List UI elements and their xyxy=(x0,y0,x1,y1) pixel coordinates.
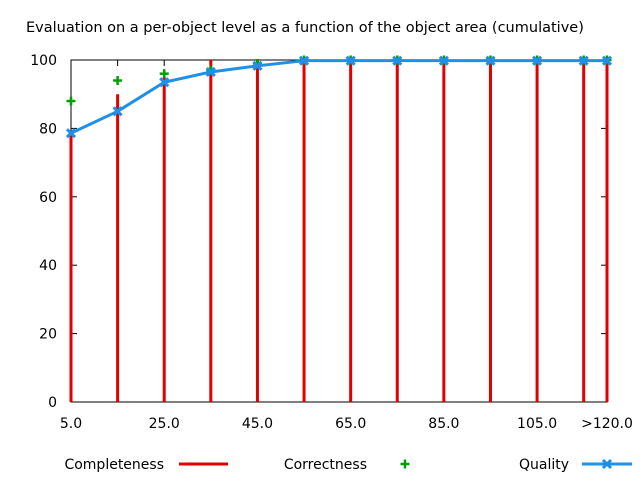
legend-label-quality: Quality xyxy=(519,457,569,473)
x-tick-label: 105.0 xyxy=(517,416,557,432)
legend-swatch-correctness xyxy=(400,459,410,469)
quality-line xyxy=(70,59,607,135)
y-tick-label: 80 xyxy=(39,121,57,137)
quality-point xyxy=(485,55,496,66)
correctness-point xyxy=(159,69,169,79)
x-tick-label: >120.0 xyxy=(581,416,633,432)
x-tick-label: 85.0 xyxy=(428,416,459,432)
plot-frame xyxy=(70,59,608,403)
quality-point xyxy=(159,77,170,88)
quality-point xyxy=(392,55,403,66)
quality-point xyxy=(65,128,77,139)
quality-point xyxy=(532,55,543,66)
correctness-point xyxy=(113,76,123,86)
legend-label-completeness: Completeness xyxy=(64,457,164,473)
y-tick-label: 40 xyxy=(39,258,57,274)
x-tick-label: 25.0 xyxy=(149,416,180,432)
x-tick-label: 45.0 xyxy=(242,416,273,432)
correctness-point xyxy=(66,96,76,106)
y-tick-label: 100 xyxy=(30,53,57,69)
y-tick-label: 60 xyxy=(39,190,57,206)
quality-point xyxy=(345,55,356,66)
y-tick-label: 0 xyxy=(48,395,57,411)
legend-label-correctness: Correctness xyxy=(284,457,367,473)
quality-point xyxy=(298,55,310,66)
quality-point xyxy=(578,55,589,66)
x-tick-label: 5.0 xyxy=(60,416,82,432)
quality-point xyxy=(438,55,449,66)
quality-point xyxy=(112,106,123,117)
quality-point xyxy=(205,66,216,78)
quality-point xyxy=(601,55,613,66)
y-tick-label: 20 xyxy=(39,327,57,343)
quality-point xyxy=(252,60,263,71)
chart-title: Evaluation on a per-object level as a fu… xyxy=(26,20,584,36)
legend-swatch-quality-marker xyxy=(601,458,613,470)
x-tick-label: 65.0 xyxy=(335,416,366,432)
